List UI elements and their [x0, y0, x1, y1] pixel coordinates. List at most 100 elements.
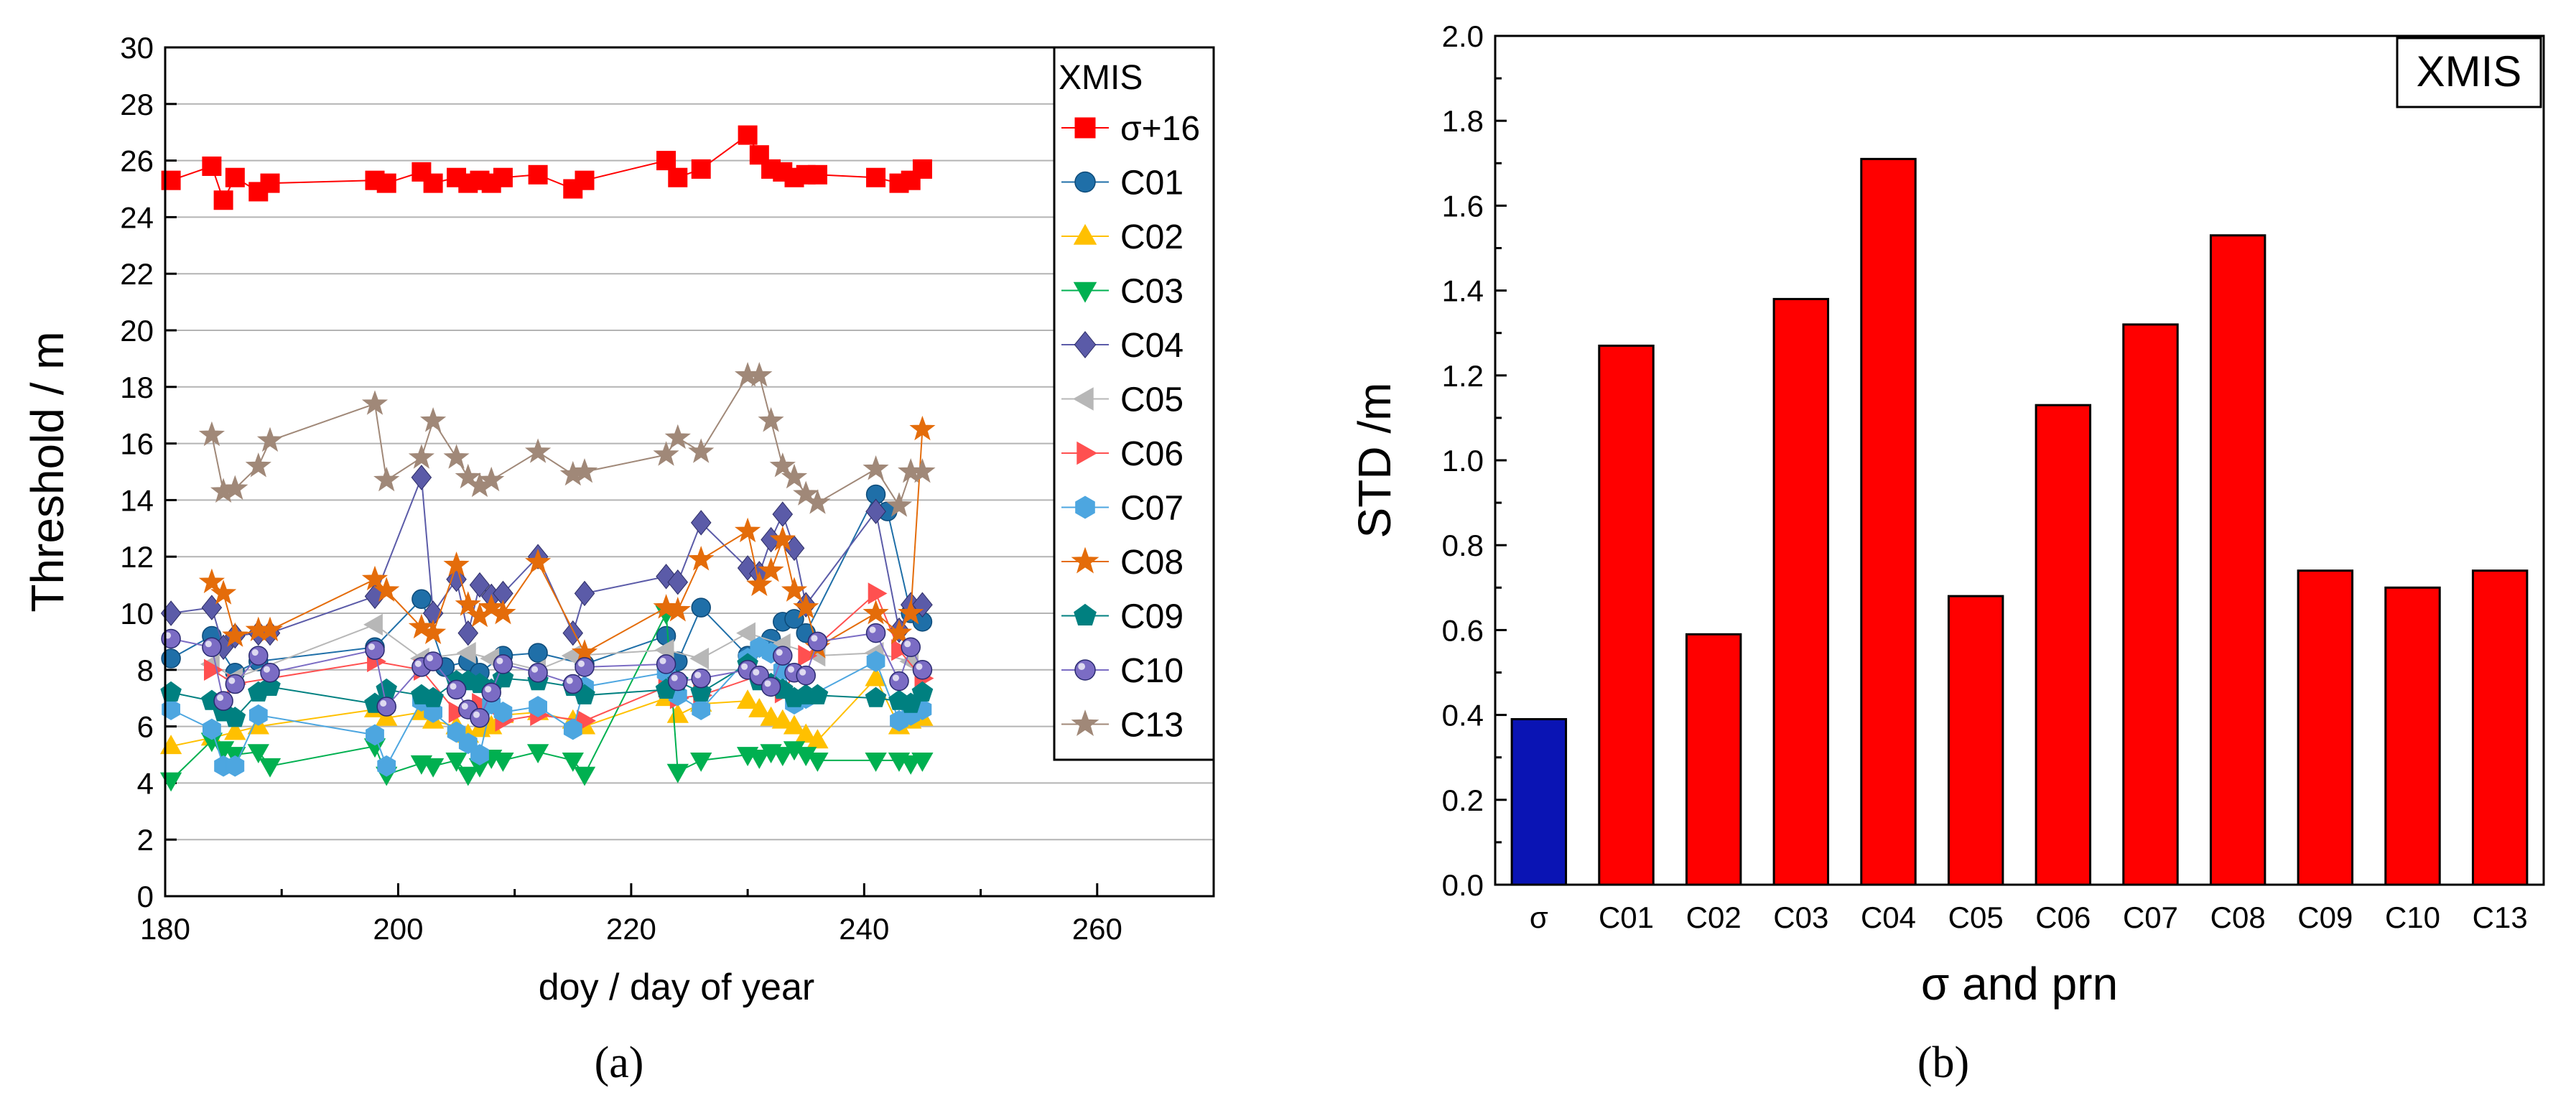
point-c10-29	[889, 671, 909, 692]
legend-label-sigma-plus-16: σ+16	[1120, 110, 1200, 148]
point-c03-19	[666, 763, 689, 783]
point-c10-29-highlight	[892, 674, 899, 681]
point-c04-18	[667, 569, 689, 595]
b-y-tick-label-0: 0.0	[1442, 868, 1484, 902]
point-c09-3	[224, 707, 246, 727]
legend-marker-c04	[1074, 331, 1097, 358]
bar-c01	[1598, 344, 1655, 886]
point-c03-10	[445, 753, 468, 772]
legend-label-c08: C08	[1120, 544, 1184, 582]
point-c04-19	[690, 510, 712, 536]
panel-b-x-axis-label: σ and prn	[1921, 958, 2118, 1010]
point-c03-22	[748, 750, 771, 769]
point-c10-13	[481, 682, 501, 703]
point-sigma-plus-16-31	[912, 159, 932, 179]
y-tick-label-4: 4	[137, 766, 154, 800]
series-line-c01	[170, 493, 923, 674]
legend-marker-c02	[1073, 223, 1097, 245]
point-c13-8	[419, 407, 447, 432]
point-c13-9	[443, 444, 470, 469]
panel-b-plot-frame	[1494, 34, 2545, 886]
point-sigma-plus-16-19	[668, 167, 688, 187]
point-c10-23-highlight	[764, 680, 771, 687]
point-c02-2	[224, 720, 246, 740]
point-c02-23	[783, 715, 806, 735]
y-tick-label-20: 20	[120, 314, 154, 348]
point-c10-22-highlight	[753, 669, 760, 676]
point-c09-9	[422, 687, 444, 707]
point-c10-1	[202, 637, 222, 658]
point-c08-28	[898, 600, 924, 625]
legend-marker-sigma-plus-16	[1074, 117, 1096, 139]
point-c10-4	[248, 646, 269, 666]
point-c10-3-highlight	[228, 677, 236, 684]
point-sigma-plus-16-9	[423, 173, 443, 193]
panel-b-y-axis-label: STD /m	[1349, 383, 1400, 539]
point-c10-4-highlight	[251, 649, 259, 656]
point-c08-21	[758, 557, 784, 582]
legend-title: XMIS	[1059, 59, 1143, 97]
point-c08-8	[419, 619, 447, 645]
panel-b-axis-ticks: 0.0 0.2 0.4 0.6 0.8 1.0 1.2 1.4 1.6 1.8 2.0 σ C01 C02…	[1442, 19, 2528, 934]
point-c07-3	[225, 755, 245, 777]
point-c10-10-highlight	[450, 683, 457, 690]
b-x-tick-label-c07: C07	[2123, 900, 2178, 934]
legend-marker-c13	[1071, 709, 1099, 737]
x-tick-label-180: 180	[140, 912, 190, 946]
point-c07-1	[203, 718, 221, 740]
point-c05-2	[363, 613, 383, 636]
point-sigma-plus-16-20	[691, 159, 711, 179]
x-tick-label-220: 220	[606, 912, 656, 946]
y-tick-label-6: 6	[137, 710, 154, 744]
point-c08-9	[443, 552, 470, 577]
point-c10-15	[528, 662, 548, 683]
point-c10-9-highlight	[427, 654, 434, 661]
series-c08	[198, 415, 936, 664]
point-c13-7	[408, 444, 435, 469]
legend-marker-c03	[1073, 281, 1097, 303]
b-y-tick-label-10: 2.0	[1442, 19, 1484, 53]
b-x-tick-label-c09: C09	[2297, 900, 2353, 934]
legend-label-c05: C05	[1120, 381, 1184, 419]
point-c07-15	[563, 718, 582, 740]
point-c10-3	[225, 674, 246, 694]
point-c07-14	[529, 696, 547, 717]
b-x-tick-label-c10: C10	[2385, 900, 2440, 934]
point-c13-22	[769, 452, 796, 478]
point-c03-0	[159, 772, 182, 792]
point-c10-20-highlight	[694, 671, 702, 679]
point-c10-6	[365, 640, 385, 660]
point-c09-28	[865, 687, 887, 707]
legend-label-c01: C01	[1120, 164, 1184, 203]
point-c10-24	[773, 646, 793, 666]
point-c08-22	[769, 526, 796, 552]
y-tick-label-26: 26	[120, 144, 154, 178]
point-sigma-plus-16-27	[807, 164, 827, 185]
legend-marker-c10	[1074, 659, 1096, 681]
point-c10-19-highlight	[671, 674, 678, 681]
panel-b-legend: XMIS	[2396, 37, 2542, 108]
point-c10-18-highlight	[659, 657, 666, 664]
point-c08-23	[781, 577, 808, 602]
point-c13-29	[909, 458, 936, 483]
point-c10-17-highlight	[577, 660, 585, 667]
point-c03-17	[573, 766, 596, 786]
point-c13-23	[781, 463, 808, 489]
point-c10-1-highlight	[205, 641, 212, 648]
y-tick-label-28: 28	[120, 88, 154, 121]
point-c06-14	[798, 644, 818, 667]
point-sigma-plus-16-17	[575, 170, 595, 190]
point-c10-31-highlight	[916, 663, 923, 670]
point-c06-15	[868, 582, 888, 605]
series-sigma-plus-16	[161, 125, 932, 210]
point-c08-14	[524, 549, 552, 574]
point-c08-4	[256, 616, 284, 641]
y-tick-label-12: 12	[120, 540, 154, 574]
point-c10-15-highlight	[531, 666, 539, 673]
b-y-tick-label-5: 1.0	[1442, 444, 1484, 478]
y-tick-label-30: 30	[120, 31, 154, 65]
point-c03-11	[457, 766, 479, 786]
series-c13	[198, 362, 936, 517]
point-c03-14	[492, 753, 514, 772]
series-line-c13	[210, 375, 923, 508]
